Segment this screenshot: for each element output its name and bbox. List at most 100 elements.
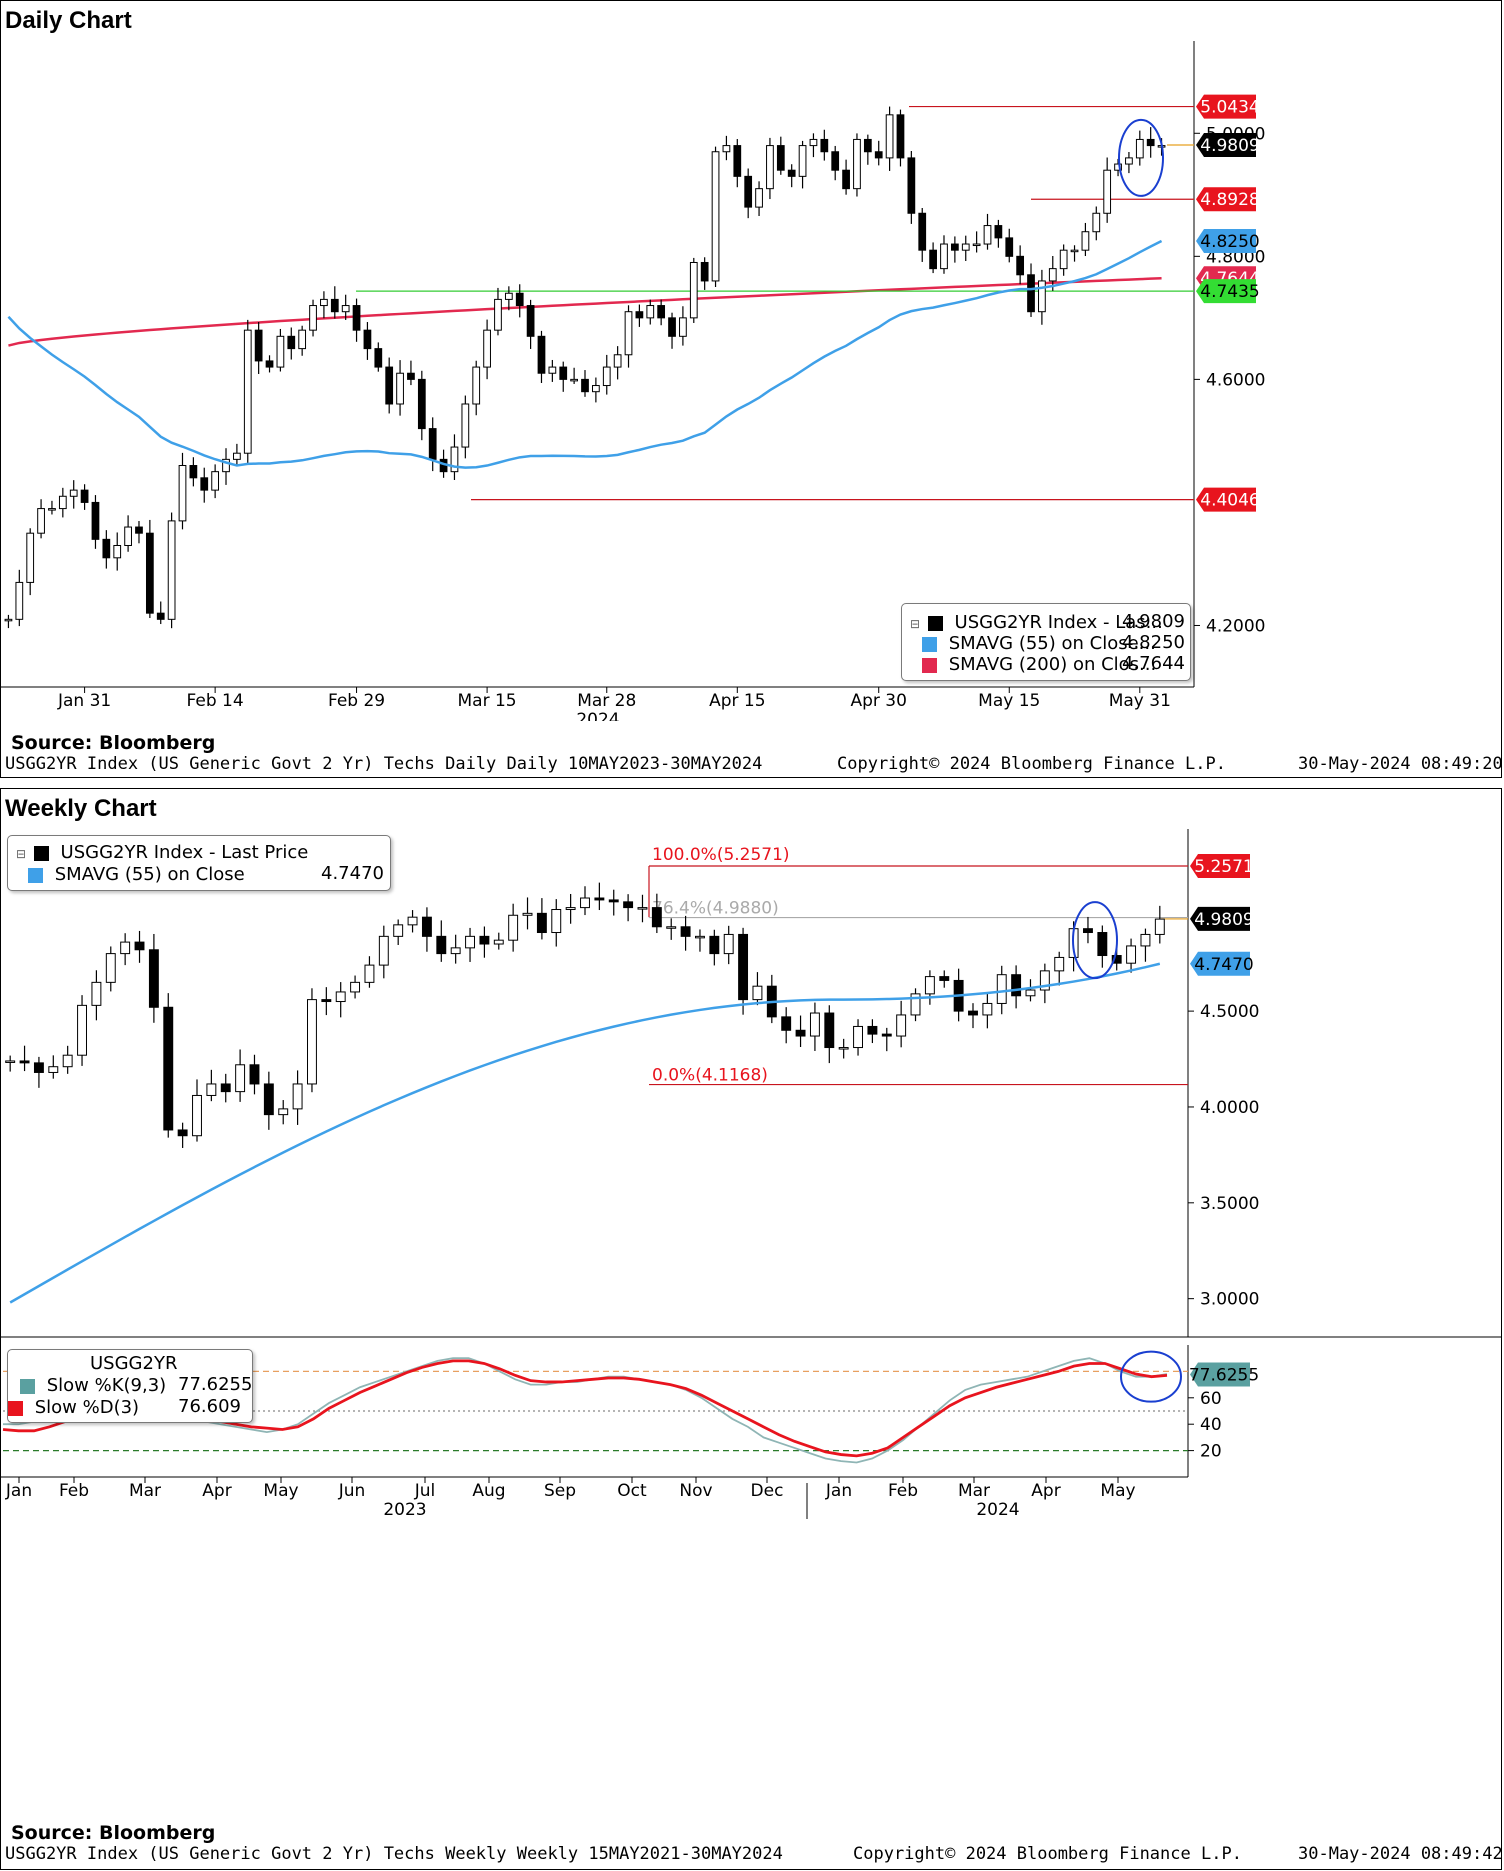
- daily-candle-body: [91, 501, 100, 540]
- weekly-candle: [752, 972, 763, 1006]
- daily-candle-body: [37, 508, 45, 534]
- daily-y-tick-label: 4.2000: [1206, 616, 1265, 636]
- daily-candle-body: [885, 114, 894, 159]
- weekly-candle-body: [335, 991, 346, 1003]
- daily-candle: [679, 306, 687, 346]
- weekly-x-tick-label: Aug: [472, 1481, 505, 1501]
- weekly-candle: [1025, 979, 1036, 1002]
- stoch-y-tick-label: 40: [1200, 1415, 1222, 1435]
- weekly-candle: [105, 946, 116, 992]
- stoch-y-tick-label: 20: [1200, 1442, 1222, 1462]
- weekly-candle: [378, 925, 389, 979]
- weekly-x-tick-label: May: [263, 1481, 298, 1501]
- daily-candle-body: [4, 618, 13, 622]
- daily-candle: [1081, 222, 1090, 257]
- weekly-candle-body: [1111, 955, 1122, 964]
- daily-candle: [428, 417, 437, 472]
- weekly-candle: [91, 970, 102, 1021]
- weekly-candle: [522, 897, 533, 930]
- weekly-candle-body: [192, 1094, 202, 1137]
- weekly-candle-body: [421, 916, 432, 937]
- daily-candle: [4, 614, 13, 629]
- weekly-x-tick-label: Feb: [888, 1481, 918, 1501]
- daily-candle-body: [352, 305, 361, 331]
- weekly-candle: [1097, 925, 1108, 968]
- daily-candle-body: [776, 145, 785, 171]
- daily-candle: [276, 328, 285, 372]
- daily-candle: [570, 367, 578, 384]
- weekly-candle-body: [536, 912, 547, 934]
- daily-candle-body: [189, 465, 198, 479]
- weekly-candle-body: [709, 935, 720, 955]
- weekly-candle-body: [1054, 956, 1065, 972]
- weekly-x-tick-label: Sep: [544, 1481, 576, 1501]
- daily-candle-body: [276, 335, 285, 368]
- weekly-candle: [177, 1122, 188, 1148]
- daily-candle-body: [167, 520, 176, 620]
- weekly-candle-body: [450, 947, 461, 955]
- weekly-candle-body: [465, 935, 475, 949]
- weekly-candle: [1126, 938, 1137, 973]
- daily-candle-body: [417, 378, 426, 430]
- weekly-fib-label: 76.4%(4.9880): [652, 899, 779, 919]
- weekly-candle-body: [551, 909, 562, 934]
- daily-candle: [396, 360, 404, 416]
- daily-candle: [298, 325, 307, 356]
- daily-candle: [48, 500, 56, 515]
- weekly-candle-body: [120, 941, 131, 955]
- weekly-candle: [565, 893, 576, 924]
- daily-candle: [1059, 244, 1068, 276]
- weekly-candle-body: [249, 1064, 260, 1085]
- daily-candle-body: [1114, 163, 1122, 171]
- daily-candle-body: [700, 261, 709, 282]
- daily-footer-copyright: Copyright© 2024 Bloomberg Finance L.P.: [837, 754, 1226, 774]
- daily-candle: [581, 370, 589, 397]
- daily-candle: [842, 159, 850, 195]
- daily-candle-body: [483, 329, 491, 368]
- daily-candle: [385, 357, 394, 414]
- daily-candle: [613, 346, 622, 380]
- daily-candle-body: [679, 317, 687, 337]
- daily-candle: [1092, 206, 1101, 241]
- legend-label: Slow %K(9,3): [46, 1375, 167, 1396]
- weekly-candle: [120, 933, 131, 966]
- daily-candle-body: [69, 489, 78, 497]
- daily-candle: [243, 319, 252, 465]
- daily-level-tag-text: 4.7435: [1200, 282, 1259, 302]
- daily-legend-row-price: ⊟ USGG2YR Index - Las...: [910, 611, 1163, 635]
- weekly-candlestick-chart: 3.0000 3.5000 4.0000 4.5000 100.0%(5.2571) 76…: [1, 829, 1501, 1520]
- weekly-candle-body: [206, 1083, 217, 1096]
- weekly-candle-body: [91, 981, 102, 1006]
- weekly-fib-label: 0.0%(4.1168): [652, 1066, 768, 1086]
- daily-candle: [58, 487, 67, 518]
- legend-value: 4.7470: [321, 863, 384, 884]
- weekly-candle: [163, 993, 174, 1138]
- daily-candle-body: [1005, 237, 1014, 257]
- weekly-candle-body: [651, 907, 662, 928]
- daily-legend: ⊟ USGG2YR Index - Las... 4.9809 SMAVG (5…: [901, 603, 1191, 681]
- daily-y-tick-label: 4.6000: [1206, 370, 1265, 390]
- daily-candle: [537, 330, 546, 383]
- weekly-candle: [766, 974, 777, 1024]
- daily-candle-body: [363, 329, 372, 350]
- daily-candle-body: [1081, 231, 1090, 251]
- weekly-candle-body: [62, 1054, 73, 1068]
- weekly-candle: [465, 927, 475, 962]
- weekly-legend-row-price: ⊟ USGG2YR Index - Last Price: [16, 841, 308, 865]
- weekly-candle: [292, 1070, 303, 1125]
- daily-candle: [766, 137, 774, 200]
- weekly-candle: [666, 918, 677, 940]
- daily-candle: [798, 140, 807, 189]
- weekly-candle: [235, 1049, 246, 1102]
- weekly-candle-body: [77, 1004, 87, 1056]
- legend-swatch-red: [8, 1400, 23, 1416]
- daily-candle-body: [1059, 249, 1068, 270]
- weekly-candle: [910, 988, 921, 1022]
- weekly-candle-body: [321, 999, 332, 1003]
- stoch-level-tag-text: 77.6255: [1189, 1366, 1259, 1386]
- daily-candle: [896, 109, 905, 167]
- weekly-candle-body: [148, 949, 159, 1008]
- daily-candle-body: [309, 305, 317, 331]
- daily-candle: [733, 139, 742, 188]
- weekly-candle: [33, 1056, 44, 1088]
